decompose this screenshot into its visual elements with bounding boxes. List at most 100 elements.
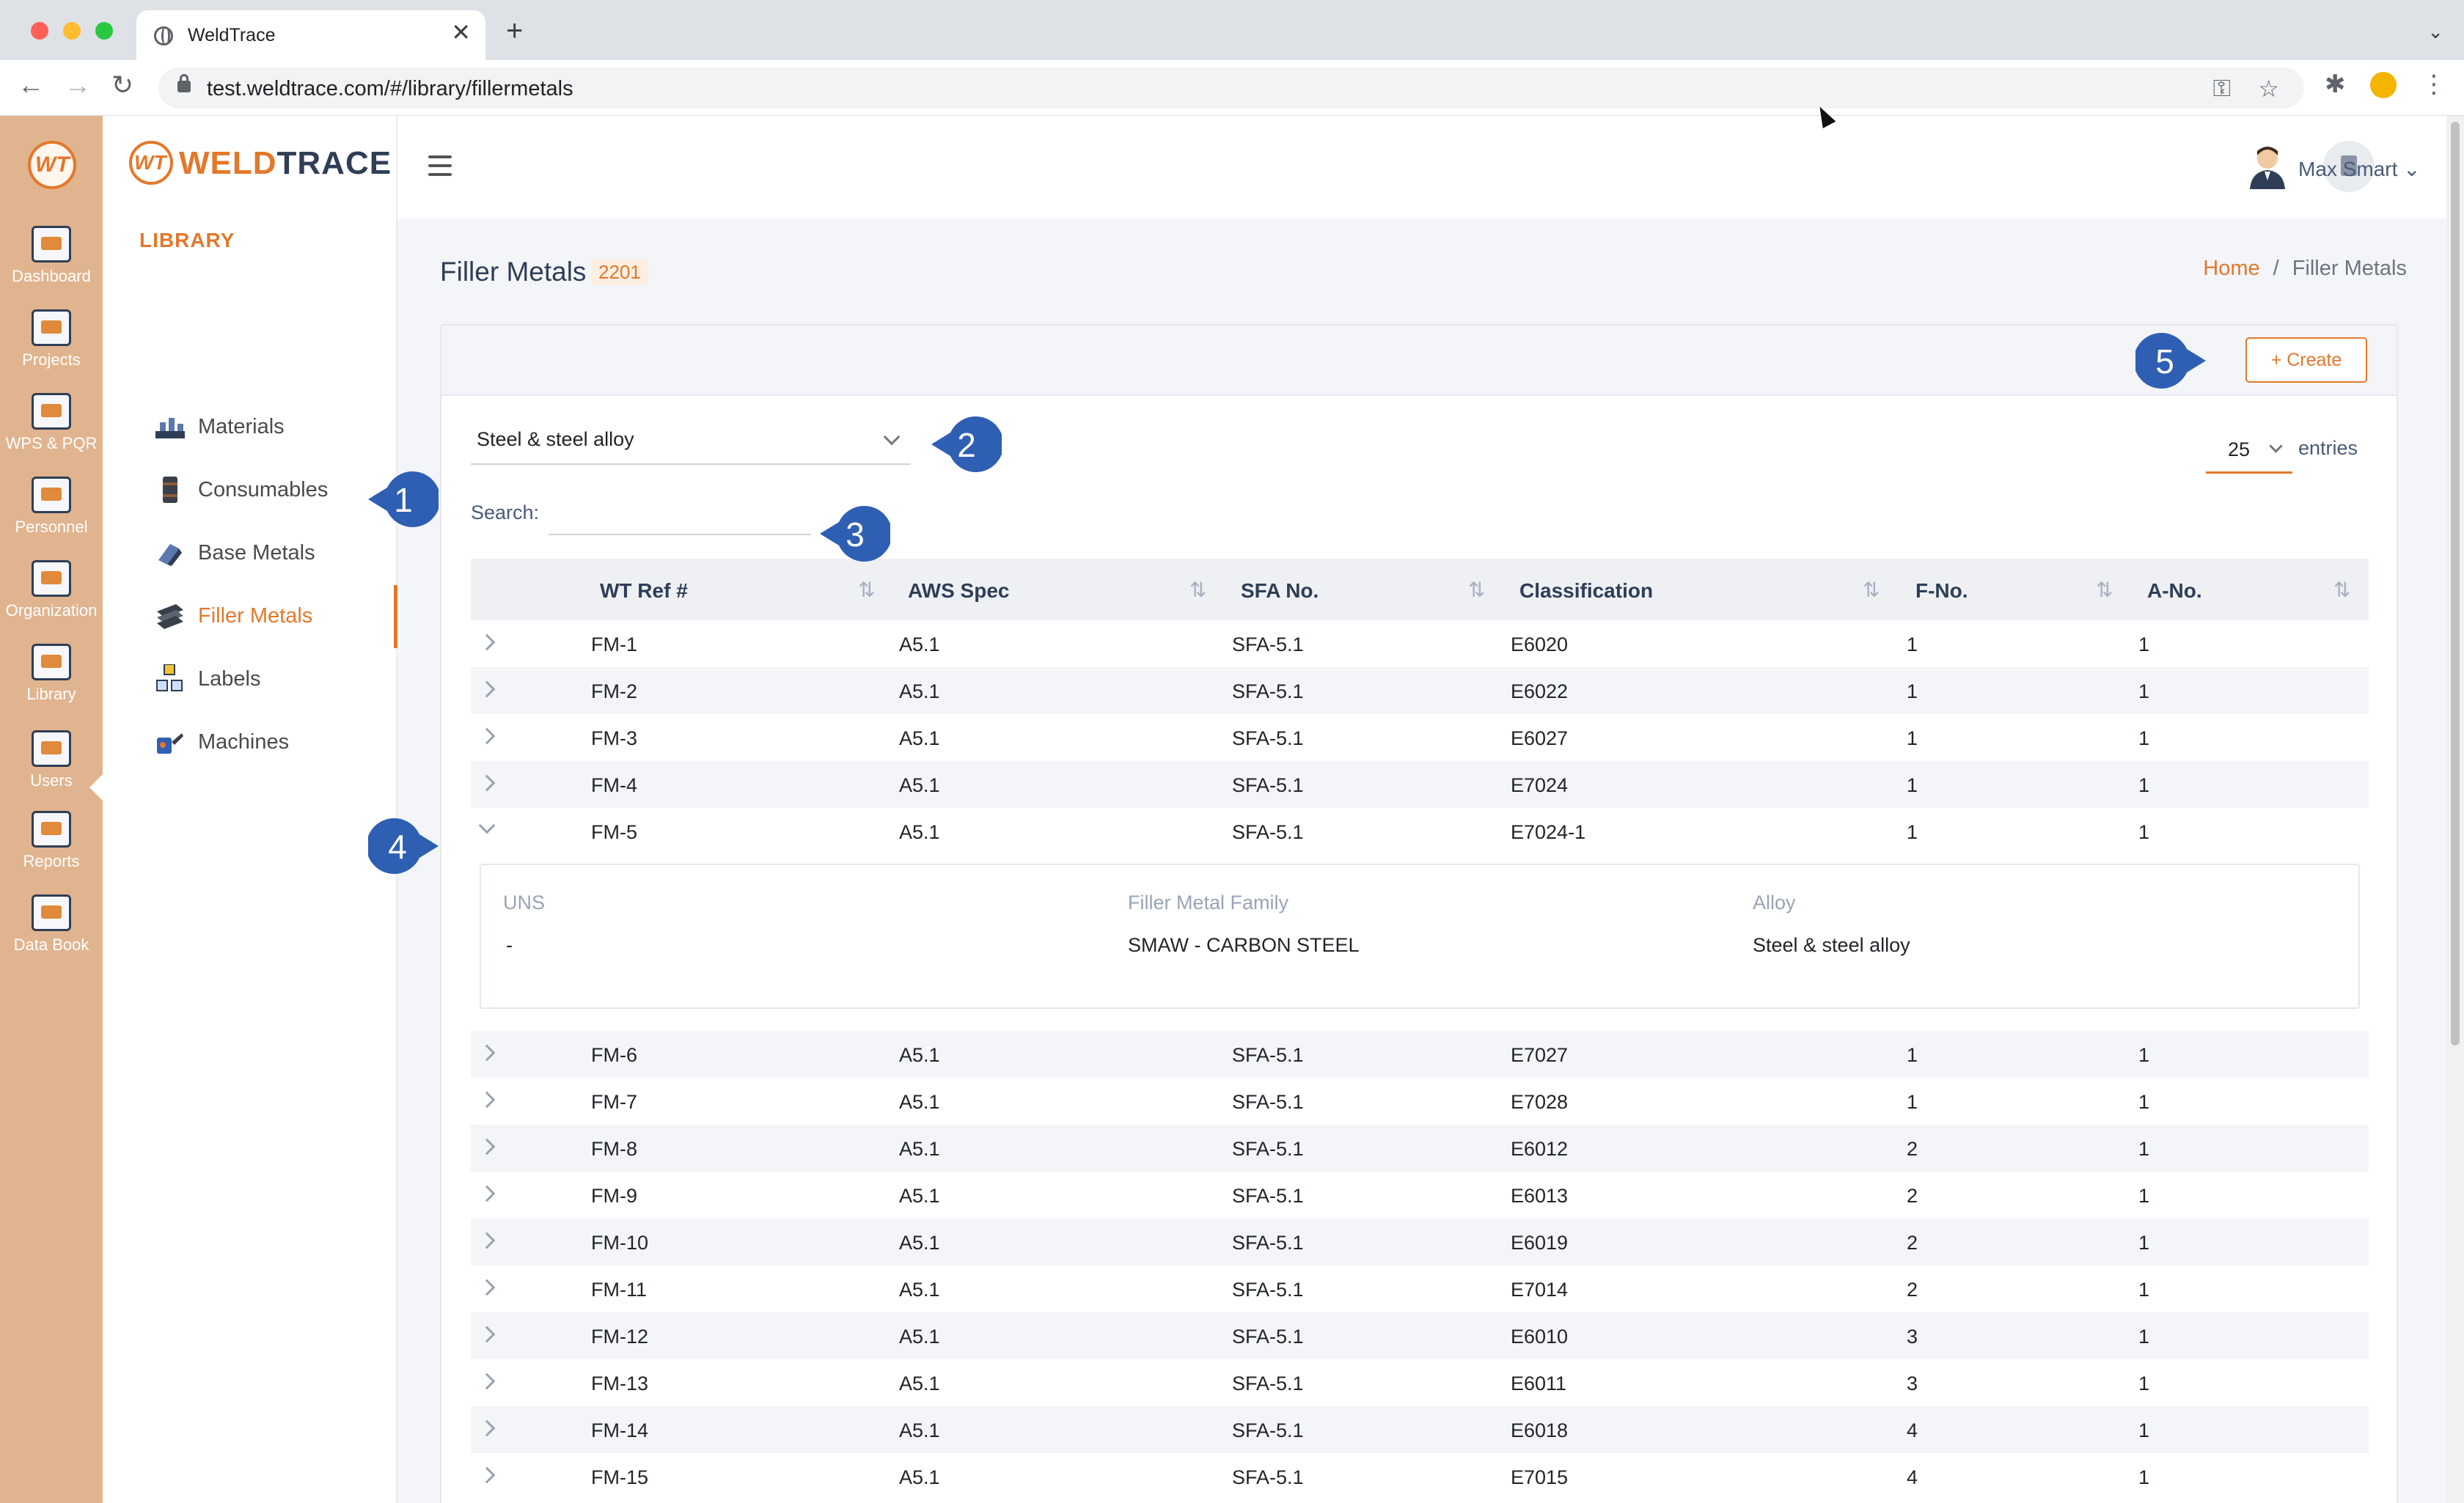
menu-toggle-icon[interactable] xyxy=(428,155,452,177)
rail-label: Reports xyxy=(23,852,80,870)
chevron-right-icon[interactable] xyxy=(478,774,496,792)
chevron-right-icon[interactable] xyxy=(478,1185,496,1202)
table-cell: E7014 xyxy=(1511,1279,1569,1301)
chevron-right-icon[interactable] xyxy=(478,1232,496,1249)
table-cell: SFA-5.1 xyxy=(1232,821,1304,843)
table-cell: 1 xyxy=(2138,1326,2150,1348)
rail-item-dashboard[interactable]: Dashboard xyxy=(0,226,103,299)
table-body: FM-6 A5.1 SFA-5.1 E7027 1 1 FM-7 A5.1 SFA-5.1 E70… xyxy=(471,1031,2369,1500)
chevron-right-icon[interactable] xyxy=(478,1326,496,1343)
window-minimize-button[interactable] xyxy=(63,22,81,40)
rail-item-users[interactable]: Users xyxy=(0,730,103,804)
chevron-right-icon[interactable] xyxy=(478,1044,496,1062)
chevron-right-icon[interactable] xyxy=(478,1466,496,1484)
search-input[interactable] xyxy=(549,488,811,535)
chevron-right-icon[interactable] xyxy=(478,633,496,651)
table-row[interactable]: FM-7 A5.1 SFA-5.1 E7028 1 1 xyxy=(471,1078,2369,1125)
table-cell: 4 xyxy=(1907,1419,1918,1441)
sidebar-item-machines[interactable]: Machines xyxy=(103,711,397,774)
chevron-down-icon[interactable] xyxy=(478,817,496,834)
sidebar-item-label: Consumables xyxy=(198,478,329,501)
breadcrumb-home-link[interactable]: Home xyxy=(2203,257,2260,280)
sidebar-item-label: Base Metals xyxy=(198,541,315,565)
chevron-right-icon[interactable] xyxy=(478,1138,496,1155)
table-row[interactable]: FM-6 A5.1 SFA-5.1 E7027 1 1 xyxy=(471,1031,2369,1078)
browser-menu-icon[interactable]: ⋮ xyxy=(2421,70,2446,98)
rail-item-reports[interactable]: Reports xyxy=(0,811,103,884)
table-row[interactable]: FM-11 A5.1 SFA-5.1 E7014 2 1 xyxy=(471,1265,2369,1312)
chevron-right-icon[interactable] xyxy=(478,1091,496,1109)
sort-icon[interactable]: ⇅ xyxy=(1189,578,1207,601)
chevron-right-icon[interactable] xyxy=(478,727,496,745)
rail-item-personnel[interactable]: Personnel xyxy=(0,477,103,550)
sort-icon[interactable]: ⇅ xyxy=(2333,578,2351,601)
chevron-right-icon[interactable] xyxy=(478,1279,496,1296)
table-row[interactable]: FM-5 A5.1 SFA-5.1 E7024-1 1 1 xyxy=(471,808,2369,855)
column-header[interactable]: F-No. xyxy=(1915,579,1968,602)
sidebar-item-labels[interactable]: Labels xyxy=(103,648,397,711)
table-row[interactable]: FM-10 A5.1 SFA-5.1 E6019 2 1 xyxy=(471,1219,2369,1265)
star-icon[interactable]: ☆ xyxy=(2258,76,2279,102)
back-icon[interactable]: ← xyxy=(18,70,44,100)
table-row[interactable]: FM-2 A5.1 SFA-5.1 E6022 1 1 xyxy=(471,667,2369,714)
window-zoom-button[interactable] xyxy=(95,22,113,40)
rail-item-projects[interactable]: Projects xyxy=(0,309,103,383)
table-row[interactable]: FM-3 A5.1 SFA-5.1 E6027 1 1 xyxy=(471,714,2369,761)
table-row[interactable]: FM-15 A5.1 SFA-5.1 E7015 4 1 xyxy=(471,1453,2369,1500)
table-cell: 1 xyxy=(2138,1419,2150,1441)
sidebar-item-materials[interactable]: Materials xyxy=(103,396,397,459)
sidebar-item-filler-metals[interactable]: Filler Metals xyxy=(103,585,397,648)
page-scrollbar[interactable] xyxy=(2446,116,2464,1503)
reload-icon[interactable]: ↻ xyxy=(111,70,134,100)
rail-item-organization[interactable]: Organization xyxy=(0,560,103,633)
url-text[interactable]: test.weldtrace.com/#/library/fillermetal… xyxy=(207,77,573,100)
user-menu[interactable]: Max Smart ⌄ xyxy=(2298,158,2421,180)
table-row[interactable]: FM-9 A5.1 SFA-5.1 E6013 2 1 xyxy=(471,1172,2369,1219)
sort-icon[interactable]: ⇅ xyxy=(858,578,876,601)
table-header: WT Ref # ⇅ AWS Spec ⇅ SFA No. ⇅ Classification… xyxy=(471,559,2369,620)
notebook-icon[interactable] xyxy=(2323,141,2375,192)
column-header[interactable]: WT Ref # xyxy=(600,579,688,602)
column-header[interactable]: A-No. xyxy=(2147,579,2202,602)
create-button[interactable]: + Create xyxy=(2245,337,2367,383)
rail-item-library[interactable]: Library xyxy=(0,644,103,717)
alloy-filter-select[interactable]: Steel & steel alloy xyxy=(471,415,911,465)
table-cell: 1 xyxy=(1907,633,1918,655)
chevron-right-icon[interactable] xyxy=(478,680,496,698)
sidebar-item-consumables[interactable]: Consumables xyxy=(103,459,397,522)
table-row[interactable]: FM-12 A5.1 SFA-5.1 E6010 3 1 xyxy=(471,1312,2369,1359)
entries-select[interactable]: 25 xyxy=(2206,436,2292,474)
callout-number: 2 xyxy=(957,426,976,464)
forward-icon[interactable]: → xyxy=(65,70,91,100)
column-header[interactable]: AWS Spec xyxy=(908,579,1010,602)
table-cell: SFA-5.1 xyxy=(1232,1138,1304,1160)
sidebar-section-title: LIBRARY xyxy=(139,229,235,251)
rail-item-data-book[interactable]: Data Book xyxy=(0,894,103,968)
window-close-button[interactable] xyxy=(31,22,48,40)
profile-icon[interactable] xyxy=(2370,72,2397,98)
sort-icon[interactable]: ⇅ xyxy=(1468,578,1486,601)
column-header[interactable]: SFA No. xyxy=(1241,579,1319,602)
chevron-right-icon[interactable] xyxy=(478,1419,496,1437)
tab-search-icon[interactable]: ⌄ xyxy=(2427,21,2443,43)
browser-tab[interactable]: WeldTrace ✕ xyxy=(136,10,485,60)
table-row[interactable]: FM-1 A5.1 SFA-5.1 E6020 1 1 xyxy=(471,620,2369,667)
app-logo-icon[interactable]: WT xyxy=(28,141,76,189)
new-tab-icon[interactable]: + xyxy=(506,15,524,47)
key-icon[interactable]: ⚿ xyxy=(2212,75,2231,101)
sidebar-item-base-metals[interactable]: Base Metals xyxy=(103,522,397,585)
table-row[interactable]: FM-14 A5.1 SFA-5.1 E6018 4 1 xyxy=(471,1406,2369,1453)
sort-icon[interactable]: ⇅ xyxy=(1863,578,1880,601)
table-row[interactable]: FM-4 A5.1 SFA-5.1 E7024 1 1 xyxy=(471,761,2369,808)
rail-item-wps-pqr[interactable]: WPS & PQR xyxy=(0,393,103,466)
avatar[interactable] xyxy=(2245,142,2289,189)
column-header[interactable]: Classification xyxy=(1519,579,1654,602)
omnibox[interactable]: test.weldtrace.com/#/library/fillermetal… xyxy=(158,67,2304,109)
chevron-right-icon[interactable] xyxy=(478,1372,496,1390)
table-row[interactable]: FM-13 A5.1 SFA-5.1 E6011 3 1 xyxy=(471,1359,2369,1406)
extensions-icon[interactable]: ✱ xyxy=(2325,70,2346,98)
table-row[interactable]: FM-8 A5.1 SFA-5.1 E6012 2 1 xyxy=(471,1125,2369,1172)
sort-icon[interactable]: ⇅ xyxy=(2096,578,2113,601)
tab-close-icon[interactable]: ✕ xyxy=(451,19,471,45)
scrollbar-thumb[interactable] xyxy=(2451,122,2460,1046)
